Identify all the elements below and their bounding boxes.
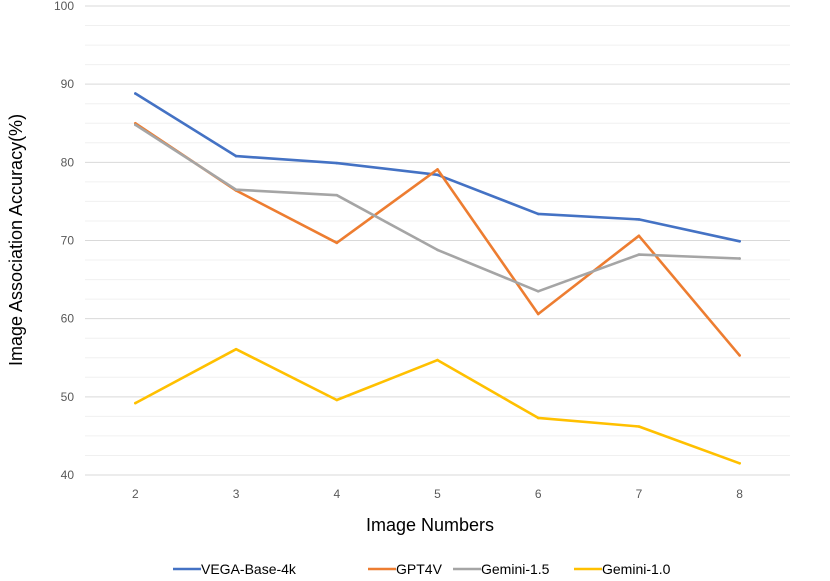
data-point <box>436 358 439 362</box>
y-tick-label: 50 <box>61 390 75 404</box>
legend-label: Gemini-1.0 <box>602 561 671 577</box>
series-line-vega-base-4k <box>134 92 741 243</box>
x-axis-ticks: 2 3 4 5 6 7 8 <box>132 487 743 501</box>
data-point <box>536 416 540 420</box>
data-point <box>536 312 540 316</box>
x-tick-label: 8 <box>736 487 743 501</box>
y-axis-title: Image Association Accuracy(%) <box>6 114 26 366</box>
y-tick-label: 90 <box>61 77 75 91</box>
series-lines <box>134 92 741 465</box>
data-point <box>738 257 741 260</box>
series-line-gemini-1-0 <box>134 347 741 465</box>
data-point <box>637 218 641 221</box>
x-tick-label: 4 <box>333 487 340 501</box>
data-point <box>536 290 540 293</box>
data-point <box>738 354 741 357</box>
legend-label: Gemini-1.5 <box>481 561 550 577</box>
y-tick-label: 40 <box>61 468 75 482</box>
data-point <box>536 212 540 216</box>
data-point <box>234 347 238 351</box>
data-point <box>335 193 339 197</box>
data-point <box>637 234 641 238</box>
x-tick-label: 5 <box>434 487 441 501</box>
y-tick-label: 100 <box>54 0 74 13</box>
data-point <box>436 168 439 171</box>
data-point <box>134 92 137 95</box>
data-point <box>436 248 439 252</box>
y-tick-label: 60 <box>61 312 75 326</box>
data-point <box>335 241 339 245</box>
data-point <box>234 154 238 158</box>
data-point <box>134 401 137 405</box>
y-tick-label: 70 <box>61 234 75 248</box>
data-point <box>738 239 741 243</box>
data-point <box>738 461 741 465</box>
y-axis-ticks: 40 50 60 70 80 90 100 <box>54 0 74 482</box>
data-point <box>436 173 439 177</box>
data-point <box>335 161 339 165</box>
y-tick-label: 80 <box>61 155 75 169</box>
data-point <box>234 188 238 191</box>
data-point <box>637 425 641 428</box>
legend-label: GPT4V <box>396 561 443 577</box>
gridlines <box>85 5 790 476</box>
x-tick-label: 7 <box>636 487 643 501</box>
x-axis-title: Image Numbers <box>366 515 494 535</box>
data-point <box>335 398 339 402</box>
data-point <box>637 253 641 256</box>
legend-label: VEGA-Base-4k <box>201 561 297 577</box>
x-tick-label: 2 <box>132 487 139 501</box>
series-line-gpt4v <box>134 122 741 357</box>
x-tick-label: 6 <box>535 487 542 501</box>
legend: VEGA-Base-4k GPT4V Gemini-1.5 Gemini-1.0 <box>173 561 671 577</box>
data-point <box>134 123 137 127</box>
x-tick-label: 3 <box>233 487 240 501</box>
